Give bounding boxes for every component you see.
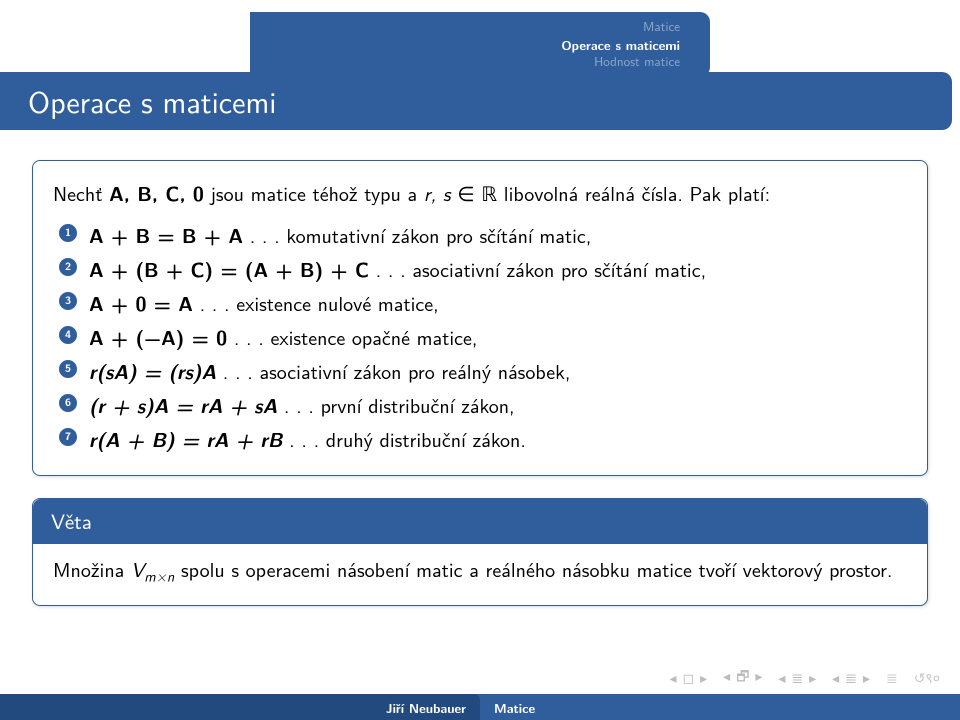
enum-badge: 2 xyxy=(59,258,77,276)
properties-block: Nechť A, B, C, 0 jsou matice téhož typu … xyxy=(32,160,928,476)
nav-refresh-icon[interactable]: ↺९० xyxy=(914,668,940,688)
breadcrumb-l3: Hodnost matice xyxy=(240,53,680,71)
enum-badge: 5 xyxy=(59,360,77,378)
theorem-title: Věta xyxy=(33,499,927,544)
nav-prev-icon[interactable]: ◂🗗▸ xyxy=(723,666,768,690)
enum-desc: . . . druhý distribuční zákon. xyxy=(282,425,525,454)
enum-eq: A + B = B + A xyxy=(89,220,243,249)
enum-item: 1 A + B = B + A . . . komutativní zákon p… xyxy=(59,219,907,251)
enum-badge: 4 xyxy=(59,326,77,344)
slide-title: Operace s maticemi xyxy=(0,72,952,130)
nav-icons: ◂◻▸ ◂🗗▸ ◂≣▸ ◂≣▸ ≣ ↺९० xyxy=(669,666,940,690)
enum-badge: 3 xyxy=(59,292,77,310)
footer-author: Jiří Neubauer xyxy=(0,694,480,720)
enum-eq: r(A + B) = rA + rB xyxy=(89,424,282,453)
nav-first-icon[interactable]: ◂◻▸ xyxy=(669,668,713,688)
enum-desc: . . . komutativní zákon pro sčítání mati… xyxy=(243,221,591,250)
footer: Jiří Neubauer Matice xyxy=(0,694,960,720)
nav-section-icon[interactable]: ≣ xyxy=(886,668,904,688)
enum-desc: . . . asociativní zákon pro reálný násob… xyxy=(216,357,570,386)
enum-item: 6 (r + s)A = rA + sA . . . první distribu… xyxy=(59,389,907,421)
breadcrumb-l2: Operace s maticemi xyxy=(240,36,680,54)
enum-desc: . . . první distribuční zákon, xyxy=(277,391,514,420)
enum-desc: . . . existence nulové matice, xyxy=(193,289,439,318)
enum-eq: A + (B + C) = (A + B) + C xyxy=(89,254,369,283)
enum-badge: 7 xyxy=(59,428,77,446)
enum-item: 3 A + 0 = A . . . existence nulové matice… xyxy=(59,287,907,319)
enum-item: 4 A + (−A) = 0 . . . existence opačné mat… xyxy=(59,321,907,353)
enum-desc: . . . existence opačné matice, xyxy=(227,323,477,352)
enum-item: 2 A + (B + C) = (A + B) + C . . . asociat… xyxy=(59,253,907,285)
enum-badge: 1 xyxy=(59,224,77,242)
enum-badge: 6 xyxy=(59,394,77,412)
intro-text: Nechť A, B, C, 0 jsou matice téhož typu … xyxy=(53,177,907,211)
enum-item: 5 r(sA) = (rs)A . . . asociativní zákon p… xyxy=(59,355,907,387)
nav-back-icon[interactable]: ◂≣▸ xyxy=(778,668,822,688)
enum-item: 7 r(A + B) = rA + rB . . . druhý distribu… xyxy=(59,423,907,455)
footer-topic: Matice xyxy=(480,698,960,717)
enum-list: 1 A + B = B + A . . . komutativní zákon p… xyxy=(53,219,907,455)
theorem-block: Věta Množina Vm×n spolu s operacemi náso… xyxy=(32,498,928,606)
breadcrumb-l1: Matice xyxy=(240,18,680,36)
slide-title-text: Operace s maticemi xyxy=(28,79,276,123)
nav-next-icon[interactable]: ◂≣▸ xyxy=(832,668,876,688)
theorem-body: Množina Vm×n spolu s operacemi násobení … xyxy=(53,554,907,588)
enum-eq: A + 0 = A xyxy=(89,288,193,317)
enum-eq: (r + s)A = rA + sA xyxy=(89,390,277,419)
enum-desc: . . . asociativní zákon pro sčítání mati… xyxy=(369,255,706,284)
enum-eq: A + (−A) = 0 xyxy=(89,322,227,351)
enum-eq: r(sA) = (rs)A xyxy=(89,356,216,385)
breadcrumb: Matice Operace s maticemi Hodnost matice xyxy=(0,12,960,77)
